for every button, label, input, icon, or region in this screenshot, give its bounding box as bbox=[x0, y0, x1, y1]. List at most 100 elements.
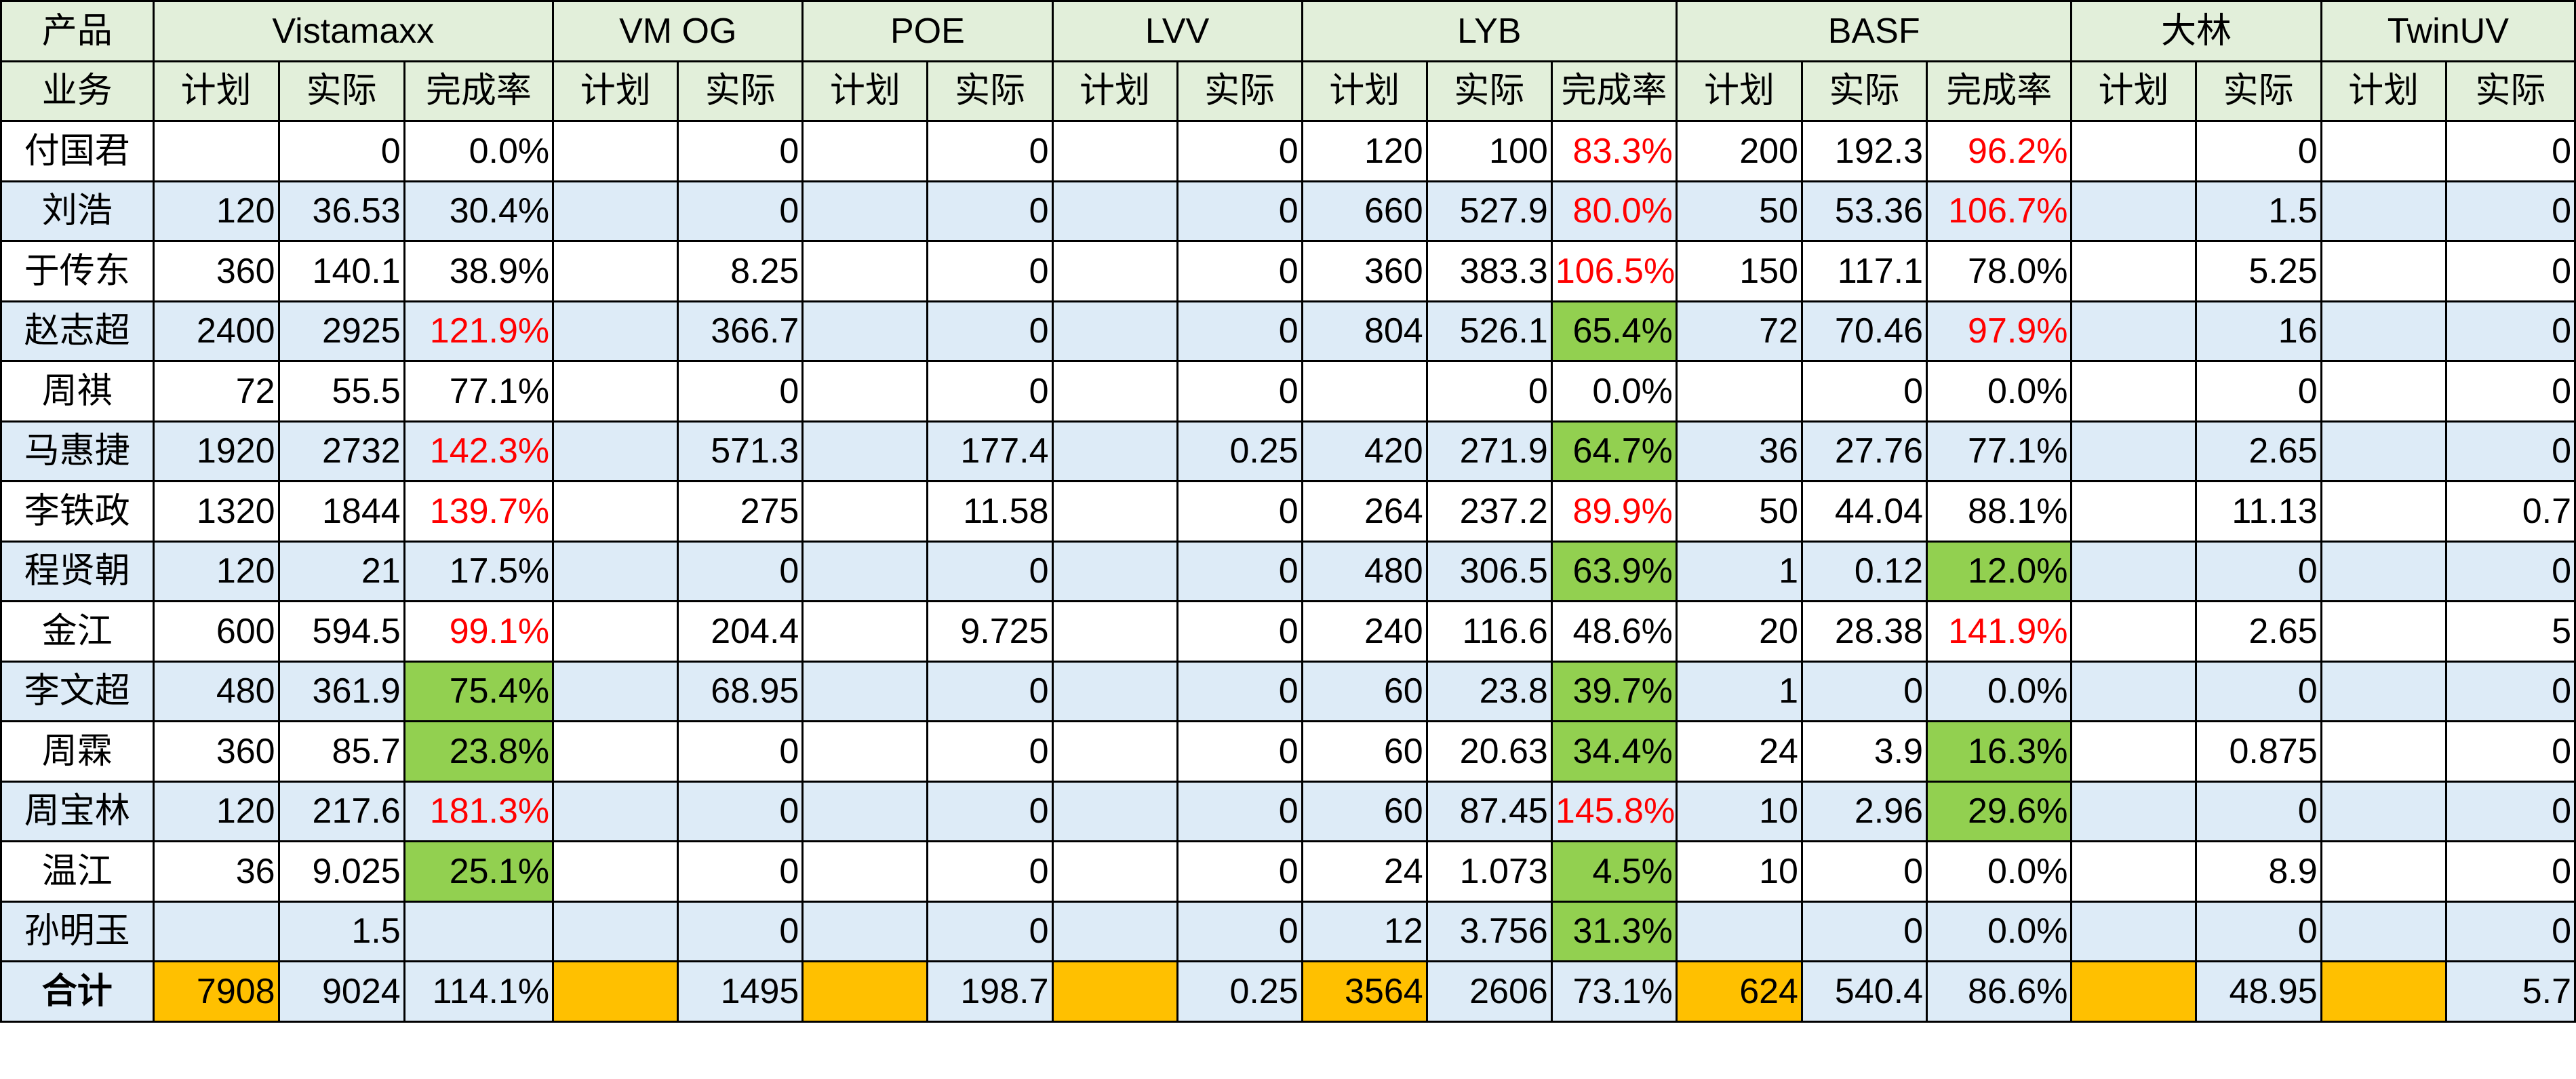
value-cell: 0 bbox=[926, 120, 1054, 182]
completion-rate-cell: 63.9% bbox=[1550, 540, 1678, 602]
value-cell: 0 bbox=[1176, 300, 1303, 362]
value-cell: 120 bbox=[152, 540, 280, 602]
value-cell: 36 bbox=[1675, 420, 1803, 482]
value-cell: 12 bbox=[1301, 900, 1428, 962]
value-cell: 0 bbox=[2444, 660, 2576, 722]
completion-rate-cell: 97.9% bbox=[1926, 300, 2073, 362]
completion-rate-cell: 88.1% bbox=[1926, 480, 2073, 543]
data-row: 周祺 72 55.5 77.1% 0 0 0 0 0.0% 0 0.0% 0 0 bbox=[0, 360, 2576, 423]
value-cell: 100 bbox=[1425, 120, 1553, 182]
value-cell: 0 bbox=[1176, 840, 1303, 903]
metric-header: 实际 bbox=[677, 60, 804, 122]
value-cell: 0 bbox=[677, 900, 804, 962]
value-cell bbox=[2070, 300, 2197, 362]
completion-rate-cell: 25.1% bbox=[403, 840, 555, 903]
value-cell bbox=[2320, 420, 2447, 482]
value-cell: 0 bbox=[2444, 180, 2576, 242]
value-cell bbox=[152, 120, 280, 182]
value-cell bbox=[801, 660, 929, 722]
value-cell: 0 bbox=[926, 900, 1054, 962]
completion-rate-cell: 12.0% bbox=[1926, 540, 2073, 602]
value-cell: 360 bbox=[1301, 240, 1428, 302]
metric-header: 实际 bbox=[277, 60, 405, 122]
value-cell: 0 bbox=[2194, 660, 2322, 722]
completion-rate-cell bbox=[403, 900, 555, 962]
data-row: 于传东 360 140.1 38.9% 8.25 0 0 360 383.3 106.5% 150 1… bbox=[0, 240, 2576, 302]
value-cell: 198.7 bbox=[926, 960, 1054, 1023]
total-row: 合计 7908 9024 114.1% 1495 198.7 0.25 3564 2606 73.… bbox=[0, 960, 2576, 1023]
value-cell: 1 bbox=[1675, 540, 1803, 602]
value-cell: 0 bbox=[926, 720, 1054, 783]
value-cell bbox=[552, 180, 679, 242]
salesperson-name: 周祺 bbox=[0, 360, 155, 423]
value-cell bbox=[2070, 180, 2197, 242]
value-cell: 240 bbox=[1301, 600, 1428, 663]
value-cell: 85.7 bbox=[277, 720, 405, 783]
value-cell: 5.7 bbox=[2444, 960, 2576, 1023]
metric-header: 计划 bbox=[801, 60, 929, 122]
value-cell: 0.25 bbox=[1176, 960, 1303, 1023]
value-cell bbox=[2320, 960, 2447, 1023]
corner-label-product: 产品 bbox=[0, 0, 155, 62]
value-cell bbox=[552, 360, 679, 423]
value-cell: 120 bbox=[1301, 120, 1428, 182]
value-cell: 44.04 bbox=[1800, 480, 1928, 543]
value-cell bbox=[2320, 120, 2447, 182]
value-cell: 306.5 bbox=[1425, 540, 1553, 602]
value-cell: 0 bbox=[2194, 540, 2322, 602]
value-cell: 0.25 bbox=[1176, 420, 1303, 482]
value-cell bbox=[2320, 780, 2447, 842]
value-cell bbox=[1051, 240, 1178, 302]
value-cell: 0 bbox=[1176, 360, 1303, 423]
completion-rate-cell: 73.1% bbox=[1550, 960, 1678, 1023]
product-header: POE bbox=[801, 0, 1054, 62]
value-cell: 117.1 bbox=[1800, 240, 1928, 302]
value-cell bbox=[1051, 900, 1178, 962]
value-cell: 0 bbox=[926, 660, 1054, 722]
value-cell bbox=[1051, 540, 1178, 602]
salesperson-name: 周宝林 bbox=[0, 780, 155, 842]
value-cell: 24 bbox=[1301, 840, 1428, 903]
salesperson-name: 马惠捷 bbox=[0, 420, 155, 482]
value-cell: 140.1 bbox=[277, 240, 405, 302]
value-cell: 11.13 bbox=[2194, 480, 2322, 543]
value-cell: 0 bbox=[926, 300, 1054, 362]
salesperson-name: 合计 bbox=[0, 960, 155, 1023]
value-cell bbox=[552, 900, 679, 962]
value-cell: 0 bbox=[1176, 180, 1303, 242]
value-cell: 0 bbox=[677, 840, 804, 903]
value-cell: 204.4 bbox=[677, 600, 804, 663]
completion-rate-cell: 0.0% bbox=[403, 120, 555, 182]
value-cell: 0 bbox=[2194, 900, 2322, 962]
completion-rate-cell: 0.0% bbox=[1926, 840, 2073, 903]
metric-header: 计划 bbox=[1051, 60, 1178, 122]
value-cell: 571.3 bbox=[677, 420, 804, 482]
value-cell: 0 bbox=[2444, 360, 2576, 423]
value-cell: 192.3 bbox=[1800, 120, 1928, 182]
value-cell: 0 bbox=[2444, 300, 2576, 362]
metric-header: 计划 bbox=[1301, 60, 1428, 122]
value-cell bbox=[552, 480, 679, 543]
salesperson-name: 赵志超 bbox=[0, 300, 155, 362]
value-cell: 60 bbox=[1301, 660, 1428, 722]
value-cell: 0 bbox=[2444, 540, 2576, 602]
completion-rate-cell: 106.5% bbox=[1550, 240, 1678, 302]
salesperson-name: 付国君 bbox=[0, 120, 155, 182]
value-cell: 21 bbox=[277, 540, 405, 602]
completion-rate-cell: 77.1% bbox=[403, 360, 555, 423]
value-cell bbox=[2070, 420, 2197, 482]
completion-rate-cell: 145.8% bbox=[1550, 780, 1678, 842]
value-cell: 0 bbox=[1800, 840, 1928, 903]
value-cell: 0 bbox=[926, 360, 1054, 423]
value-cell bbox=[2070, 900, 2197, 962]
value-cell: 0 bbox=[1176, 900, 1303, 962]
value-cell bbox=[1051, 180, 1178, 242]
value-cell: 0 bbox=[1800, 360, 1928, 423]
value-cell bbox=[552, 720, 679, 783]
value-cell bbox=[2070, 720, 2197, 783]
value-cell: 420 bbox=[1301, 420, 1428, 482]
value-cell: 0 bbox=[2444, 840, 2576, 903]
value-cell bbox=[801, 360, 929, 423]
product-header: VM OG bbox=[552, 0, 804, 62]
metric-header: 完成率 bbox=[403, 60, 555, 122]
